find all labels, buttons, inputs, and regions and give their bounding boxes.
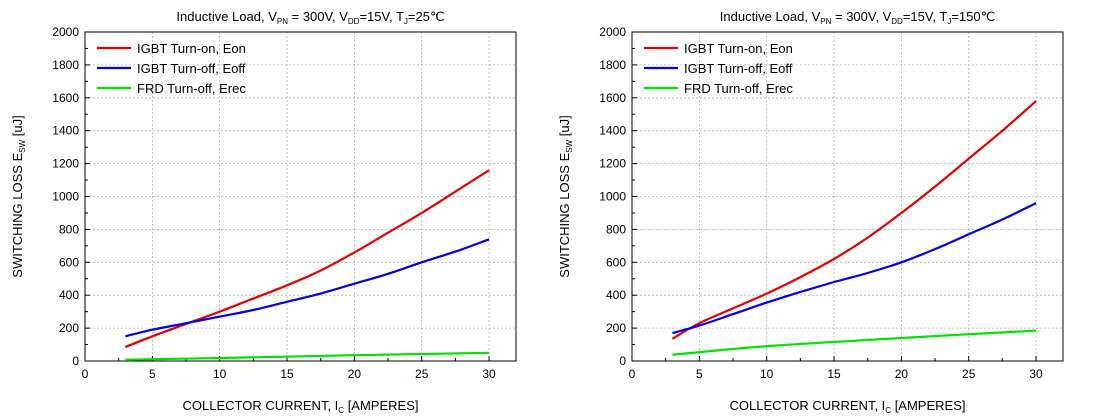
x-tick-label: 20: [348, 367, 362, 381]
legend-label: IGBT Turn-off, Eoff: [137, 61, 246, 76]
y-tick-label: 200: [606, 321, 626, 335]
y-tick-label: 1200: [52, 157, 79, 171]
x-tick-label: 5: [149, 367, 156, 381]
y-tick-label: 1600: [599, 91, 626, 105]
y-tick-label: 800: [59, 222, 79, 236]
legend-label: IGBT Turn-off, Eoff: [684, 61, 793, 76]
y-tick-label: 2000: [52, 25, 79, 39]
grid: [85, 32, 516, 361]
series-line-1: [125, 238, 490, 338]
chart-left: 0 5 10 15 20 25 30 0 200 400 600 800 1000 1200 1400 160…: [10, 9, 517, 415]
x-tick-label: 5: [696, 367, 703, 381]
y-tick-label: 2000: [599, 25, 626, 39]
series-line-2: [672, 329, 1037, 356]
legend-label: FRD Turn-off, Erec: [137, 81, 246, 96]
y-tick-label: 1400: [599, 124, 626, 138]
y-tick-label: 1800: [599, 58, 626, 72]
legend-label: FRD Turn-off, Erec: [684, 81, 793, 96]
chart-right: 0 5 10 15 20 25 30 0 200 400 600 800 1000 1200 1400 160…: [557, 9, 1064, 415]
series-line-0: [124, 169, 490, 349]
grid: [632, 32, 1063, 361]
y-tick-label: 800: [606, 222, 626, 236]
x-tick-label: 0: [82, 367, 89, 381]
y-tick-label: 1000: [599, 190, 626, 204]
y-tick-label: 0: [72, 354, 79, 368]
chart-title: Inductive Load, VPN = 300V, VDD=15V, TJ=…: [176, 9, 444, 26]
y-tick-label: 1600: [52, 91, 79, 105]
y-tick-label: 600: [606, 255, 626, 269]
x-tick-label: 20: [895, 367, 909, 381]
y-tick-label: 1400: [52, 124, 79, 138]
y-tick-label: 1200: [599, 157, 626, 171]
x-tick-label: 25: [415, 367, 429, 381]
x-tick-label: 15: [827, 367, 841, 381]
x-tick-label: 0: [629, 367, 636, 381]
x-tick-label: 30: [482, 367, 496, 381]
y-axis-label: SWITCHING LOSS ESW [uJ]: [557, 115, 574, 277]
series-line-0: [671, 100, 1037, 340]
y-axis-label: SWITCHING LOSS ESW [uJ]: [10, 115, 27, 277]
x-tick-label: 15: [280, 367, 294, 381]
y-tick-label: 1000: [52, 190, 79, 204]
x-tick-label: 10: [213, 367, 227, 381]
series-line-1: [672, 202, 1037, 335]
axis-ticks: 0 5 10 15 20 25 30 0 200 400 600 800 1000 1200 1400 160…: [599, 25, 1043, 381]
y-tick-label: 200: [59, 321, 79, 335]
x-tick-label: 30: [1029, 367, 1043, 381]
legend-label: IGBT Turn-on, Eon: [137, 41, 246, 56]
axis-ticks: 0 5 10 15 20 25 30 0 200 400 600 800 1000 1200 1400 160…: [52, 25, 496, 381]
series-line-2: [125, 351, 490, 361]
chart-title: Inductive Load, VPN = 300V, VDD=15V, TJ=…: [720, 9, 995, 26]
legend: IGBT Turn-on, Eon IGBT Turn-off, Eoff FRD …: [644, 41, 793, 96]
x-axis-label: COLLECTOR CURRENT, IC [AMPERES]: [183, 398, 419, 415]
legend-label: IGBT Turn-on, Eon: [684, 41, 793, 56]
y-tick-label: 400: [606, 288, 626, 302]
x-tick-label: 10: [760, 367, 774, 381]
y-tick-label: 400: [59, 288, 79, 302]
legend: IGBT Turn-on, Eon IGBT Turn-off, Eoff FRD …: [97, 41, 246, 96]
y-tick-label: 600: [59, 255, 79, 269]
y-tick-label: 1800: [52, 58, 79, 72]
y-tick-label: 0: [619, 354, 626, 368]
x-axis-label: COLLECTOR CURRENT, IC [AMPERES]: [730, 398, 966, 415]
x-tick-label: 25: [962, 367, 976, 381]
